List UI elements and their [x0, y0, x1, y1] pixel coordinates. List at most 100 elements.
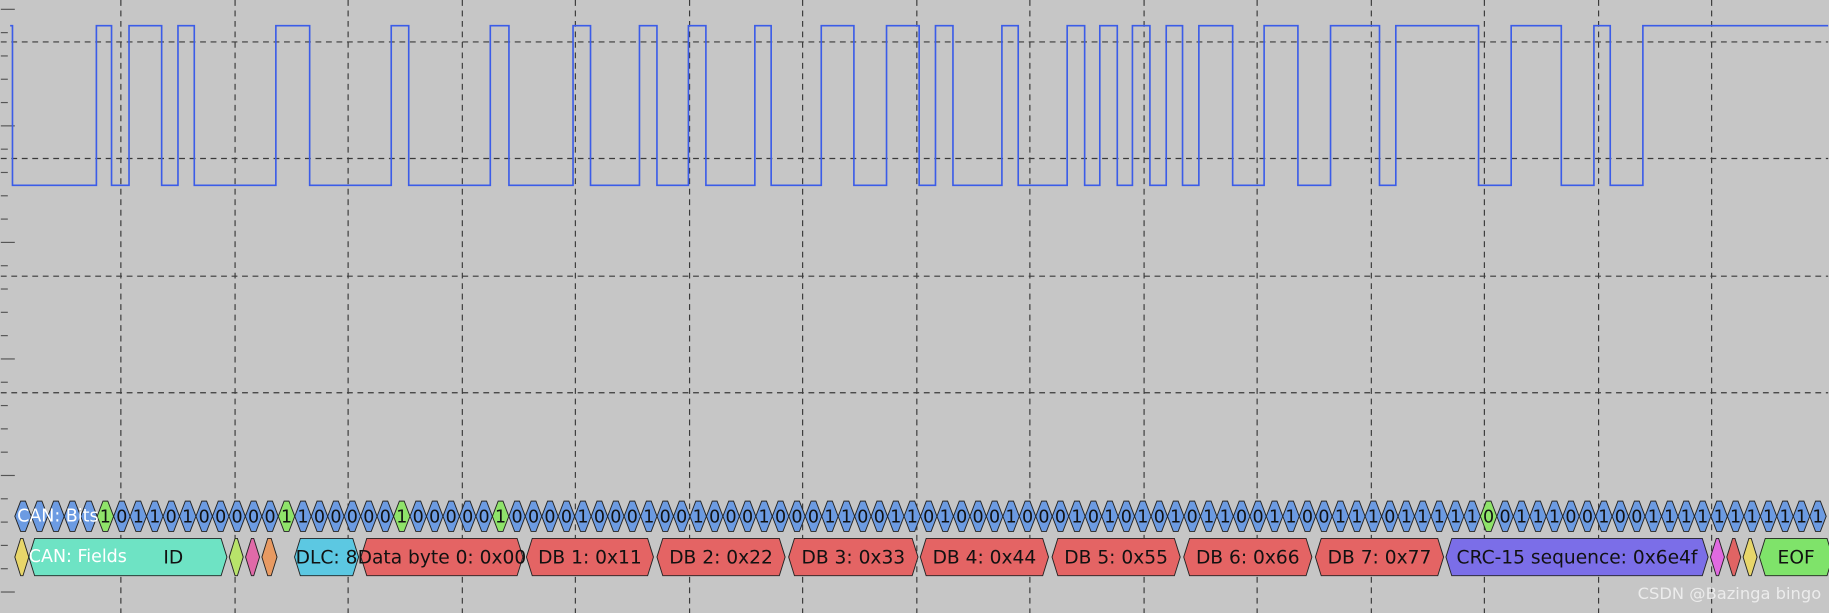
- field-cell: [245, 537, 261, 577]
- bit-value: 1: [1203, 507, 1214, 527]
- waveform: [10, 24, 1829, 187]
- bit-value: 1: [1335, 507, 1346, 527]
- bit-value: 0: [363, 507, 374, 527]
- bit-value: 0: [989, 507, 1000, 527]
- bit-value: 0: [676, 507, 687, 527]
- bit-value: 1: [133, 507, 144, 527]
- bit-value: 0: [791, 507, 802, 527]
- field-label: DB 7: 0x77: [1328, 548, 1432, 569]
- bit-value: 0: [462, 507, 473, 527]
- bit-value: 0: [1055, 507, 1066, 527]
- field-cell: [1758, 537, 1829, 577]
- bit-value: 1: [1812, 507, 1823, 527]
- bit-value: 1: [297, 507, 308, 527]
- field-label: DB 3: 0x33: [801, 548, 905, 569]
- bit-value: 0: [528, 507, 539, 527]
- field-label: DB 2: 0x22: [669, 548, 773, 569]
- bit-value: 0: [1236, 507, 1247, 527]
- bit-value: 0: [1121, 507, 1132, 527]
- field-label: DB 5: 0x55: [1064, 548, 1168, 569]
- bit-value: 1: [1697, 507, 1708, 527]
- bit-value: 0: [808, 507, 819, 527]
- bit-value: 1: [841, 507, 852, 527]
- bit-value: 1: [1532, 507, 1543, 527]
- bit-value: 0: [742, 507, 753, 527]
- bit-value: 0: [446, 507, 457, 527]
- bit-value: 0: [232, 507, 243, 527]
- bit-value: 0: [264, 507, 275, 527]
- field-cell: [1314, 537, 1445, 577]
- bit-value: 0: [1022, 507, 1033, 527]
- bit-value: 1: [1763, 507, 1774, 527]
- bit-value: 1: [577, 507, 588, 527]
- bit-value: 0: [166, 507, 177, 527]
- bit-value: 0: [380, 507, 391, 527]
- ruler: [0, 8, 15, 593]
- bit-value: 0: [726, 507, 737, 527]
- bit-value: 1: [281, 507, 292, 527]
- bit-value: 0: [544, 507, 555, 527]
- bit-value: 0: [1302, 507, 1313, 527]
- bit-value: 1: [1549, 507, 1560, 527]
- bit-value: 1: [1401, 507, 1412, 527]
- bit-value: 0: [479, 507, 490, 527]
- bit-value: 1: [1006, 507, 1017, 527]
- field-label: DLC: 8: [296, 548, 358, 569]
- bit-value: 1: [495, 507, 506, 527]
- bit-value: 0: [956, 507, 967, 527]
- field-label: EOF: [1778, 548, 1815, 569]
- bit-value: 1: [1664, 507, 1675, 527]
- field-cell: [294, 537, 360, 577]
- bit-value: 0: [429, 507, 440, 527]
- bit-value: 0: [1631, 507, 1642, 527]
- field-cell: [656, 537, 786, 577]
- bit-value: 1: [693, 507, 704, 527]
- bit-value: 1: [1220, 507, 1231, 527]
- bit-value: 0: [594, 507, 605, 527]
- bit-value: 0: [1500, 507, 1511, 527]
- field-cell: [28, 537, 228, 577]
- bit-cell: [1809, 500, 1827, 532]
- bit-value: 1: [1516, 507, 1527, 527]
- field-cell: [1445, 537, 1709, 577]
- field-label: Data byte 0: 0x00: [358, 548, 527, 569]
- bit-value: 0: [561, 507, 572, 527]
- bit-value: 1: [1170, 507, 1181, 527]
- bit-value: 1: [1730, 507, 1741, 527]
- field-cell: [261, 537, 278, 577]
- bit-value: 0: [1318, 507, 1329, 527]
- field-cell: [1051, 537, 1181, 577]
- field-label: DB 4: 0x44: [933, 548, 1037, 569]
- bit-value: 0: [1038, 507, 1049, 527]
- bit-value: 0: [199, 507, 210, 527]
- bit-value: 1: [1747, 507, 1758, 527]
- bit-value: 1: [890, 507, 901, 527]
- bit-value: 0: [660, 507, 671, 527]
- bit-value: 1: [1598, 507, 1609, 527]
- field-cell: [788, 537, 919, 577]
- bit-value: 0: [314, 507, 325, 527]
- bit-value: 1: [1467, 507, 1478, 527]
- bit-value: 1: [100, 507, 111, 527]
- bits-row-label: CAN: Bits: [17, 506, 98, 526]
- bit-value: 0: [1483, 507, 1494, 527]
- bit-value: 0: [1615, 507, 1626, 527]
- bit-value: 0: [1253, 507, 1264, 527]
- bit-value: 0: [215, 507, 226, 527]
- bit-value: 0: [775, 507, 786, 527]
- bit-value: 0: [116, 507, 127, 527]
- bit-value: 1: [1417, 507, 1428, 527]
- bit-value: 1: [907, 507, 918, 527]
- bit-value: 1: [1681, 507, 1692, 527]
- bit-value: 1: [1285, 507, 1296, 527]
- bit-value: 0: [923, 507, 934, 527]
- bit-value: 1: [1648, 507, 1659, 527]
- fields-row-label: CAN: Fields: [29, 547, 127, 567]
- bit-value: 0: [330, 507, 341, 527]
- bit-value: 1: [1434, 507, 1445, 527]
- bit-value: 1: [396, 507, 407, 527]
